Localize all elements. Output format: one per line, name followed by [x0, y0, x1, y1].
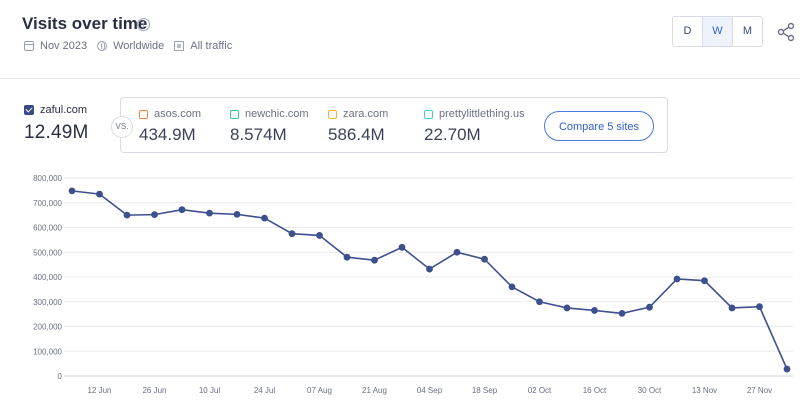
competitor-newchic: newchic.com 8.574M [230, 108, 309, 145]
page-title: Visits over time [22, 14, 148, 33]
competitor-checkbox[interactable] [230, 109, 239, 119]
data-point[interactable] [728, 304, 736, 312]
x-tick-label: 10 Jul [199, 386, 221, 395]
x-tick-label: 24 Jul [254, 386, 276, 395]
competitor-zara: zara.com 586.4M [328, 108, 388, 145]
competitor-name: zara.com [343, 108, 389, 120]
x-tick-label: 27 Nov [747, 386, 772, 395]
x-tick-label: 21 Aug [362, 386, 387, 395]
data-point[interactable] [96, 190, 103, 198]
x-tick-label: 26 Jun [142, 386, 166, 395]
data-point[interactable] [398, 243, 406, 251]
competitor-name: prettylittlething.us [439, 108, 525, 120]
y-tick-label: 0 [58, 372, 63, 381]
main-site-checkbox[interactable] [24, 105, 34, 115]
y-axis-ticks: 0 100,000 200,000 300,000 400,000 500,000 600,… [33, 174, 62, 381]
competitor-name: asos.com [154, 108, 202, 120]
y-tick-label: 500,000 [33, 248, 62, 257]
competitor-name: newchic.com [245, 108, 309, 120]
y-tick-label: 600,000 [33, 224, 62, 233]
filter-meta: Nov 2023 Worldwide All traffic [24, 40, 242, 52]
granularity-toggle: D W M [672, 16, 763, 47]
x-tick-label: 04 Sep [417, 386, 443, 395]
competitor-checkbox[interactable] [139, 109, 148, 119]
data-point[interactable] [591, 307, 598, 314]
granularity-week-button[interactable]: W [703, 17, 733, 46]
data-point[interactable] [288, 230, 296, 238]
visits-line-chart: 0 100,000 200,000 300,000 400,000 500,000 600,… [33, 174, 793, 395]
info-icon[interactable]: i [137, 18, 150, 31]
competitor-visits: 22.70M [424, 125, 481, 144]
data-points [68, 187, 791, 373]
data-point[interactable] [261, 214, 268, 222]
data-point[interactable] [508, 283, 516, 291]
competitor-prettylittlething: prettylittlething.us 22.70M [424, 108, 525, 145]
y-tick-label: 700,000 [33, 199, 62, 208]
competitor-asos: asos.com 434.9M [139, 108, 201, 145]
data-point[interactable] [316, 232, 323, 239]
x-tick-label: 30 Oct [638, 386, 662, 395]
data-point[interactable] [756, 303, 763, 311]
main-site-visits: 12.49M [24, 122, 89, 143]
competitor-visits: 434.9M [139, 125, 196, 144]
data-point[interactable] [151, 211, 158, 219]
traffic-icon [174, 41, 185, 51]
main-site-summary: zaful.com 12.49M [24, 104, 89, 144]
vs-badge: VS. [111, 116, 133, 138]
data-point[interactable] [563, 304, 571, 312]
region-filter[interactable]: Worldwide [97, 40, 164, 52]
competitor-visits: 8.574M [230, 125, 287, 144]
x-tick-label: 02 Oct [528, 386, 552, 395]
data-point[interactable] [123, 211, 131, 219]
data-point[interactable] [426, 265, 433, 273]
data-point[interactable] [701, 277, 708, 285]
granularity-day-button[interactable]: D [673, 17, 703, 46]
competitor-visits: 586.4M [328, 125, 385, 144]
granularity-month-button[interactable]: M [733, 17, 762, 46]
data-point[interactable] [343, 253, 351, 261]
x-tick-label: 13 Nov [692, 386, 717, 395]
main-site-name: zaful.com [40, 104, 88, 116]
data-point[interactable] [178, 206, 186, 214]
period-label: Nov 2023 [40, 40, 88, 52]
region-label: Worldwide [113, 40, 165, 52]
globe-icon [97, 41, 108, 51]
x-tick-label: 18 Sep [472, 386, 498, 395]
traffic-label: All traffic [190, 40, 233, 52]
calendar-icon [24, 41, 34, 51]
data-point[interactable] [371, 256, 378, 264]
chart-grid [64, 177, 793, 377]
chart-header: Visits over time i Nov 2023 Worldwide Al… [0, 0, 800, 79]
share-icon[interactable] [776, 22, 796, 42]
data-point[interactable] [783, 365, 791, 373]
period-filter[interactable]: Nov 2023 [24, 40, 87, 52]
y-tick-label: 400,000 [33, 273, 62, 282]
competitor-checkbox[interactable] [424, 109, 433, 119]
x-tick-label: 16 Oct [583, 386, 607, 395]
y-tick-label: 200,000 [33, 323, 62, 332]
x-tick-label: 12 Jun [87, 386, 111, 395]
y-tick-label: 300,000 [33, 298, 62, 307]
data-point[interactable] [453, 248, 461, 256]
data-point[interactable] [673, 275, 681, 283]
data-point[interactable] [233, 210, 241, 218]
competitor-checkbox[interactable] [328, 109, 337, 119]
x-axis-ticks: 12 Jun 26 Jun 10 Jul 24 Jul 07 Aug 21 Aug 04 S… [87, 386, 772, 395]
competitor-panel: asos.com 434.9M newchic.com 8.574M zara.… [120, 97, 668, 153]
y-tick-label: 100,000 [33, 347, 62, 356]
x-tick-label: 07 Aug [307, 386, 332, 395]
data-point[interactable] [481, 255, 488, 263]
data-point[interactable] [68, 187, 76, 195]
traffic-filter[interactable]: All traffic [174, 40, 232, 52]
data-point[interactable] [618, 309, 626, 317]
y-tick-label: 800,000 [33, 174, 62, 183]
data-point[interactable] [536, 298, 543, 306]
data-point[interactable] [646, 303, 653, 311]
compare-sites-button[interactable]: Compare 5 sites [544, 111, 654, 141]
data-point[interactable] [206, 209, 213, 217]
